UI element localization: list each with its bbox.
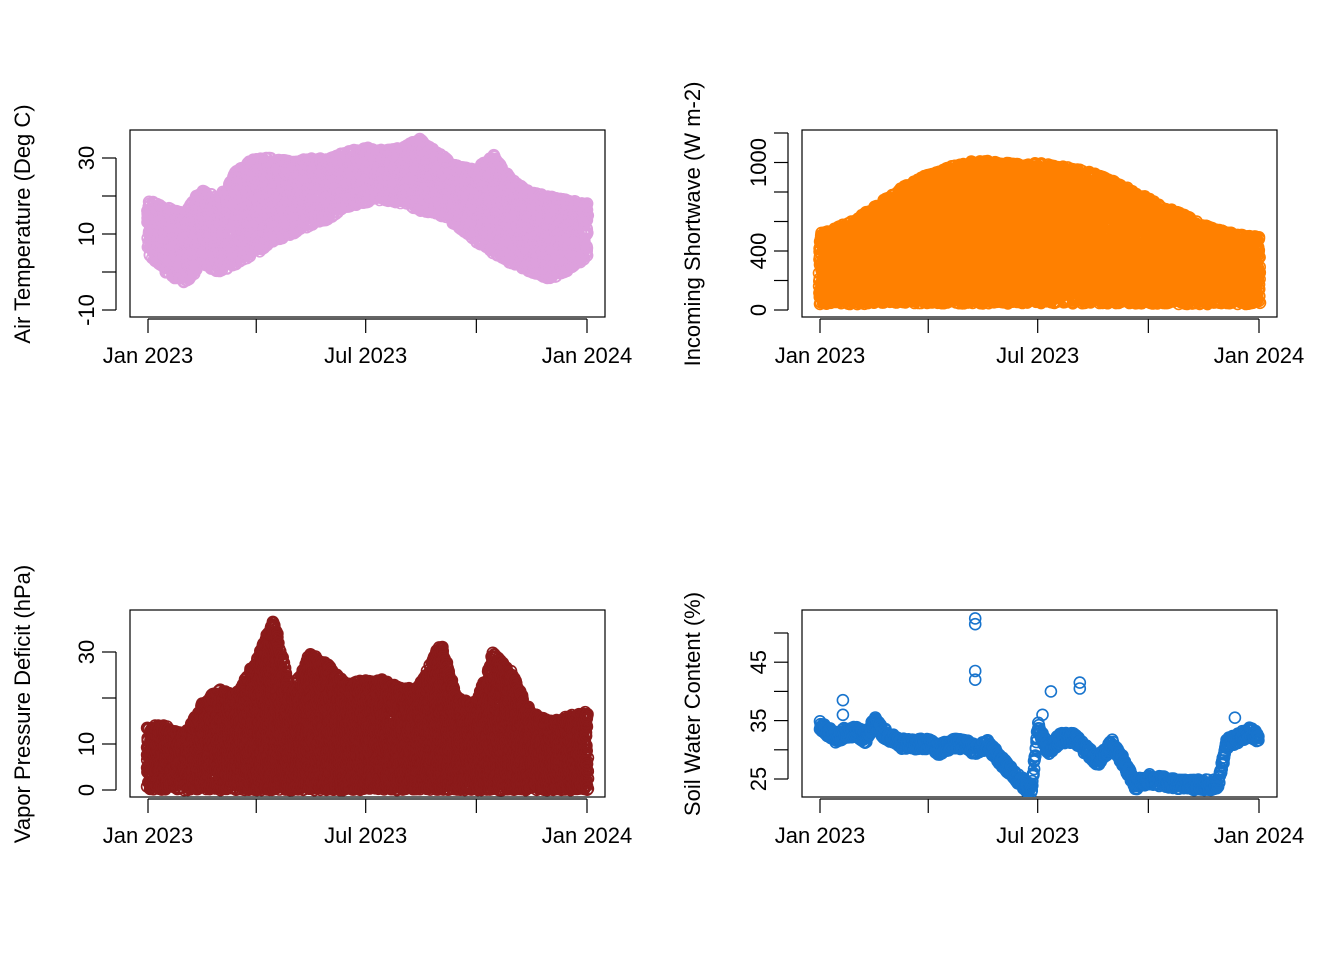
plot-frame [129, 129, 606, 318]
data-points [141, 132, 595, 289]
